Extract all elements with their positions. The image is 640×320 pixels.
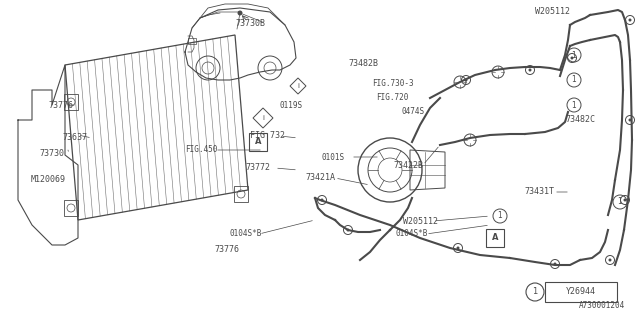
Text: 73421A: 73421A — [305, 173, 335, 182]
Text: FIG.732: FIG.732 — [250, 132, 285, 140]
Text: 73776: 73776 — [214, 245, 239, 254]
Circle shape — [570, 57, 573, 60]
Text: 1: 1 — [572, 100, 577, 109]
Circle shape — [628, 19, 632, 21]
Circle shape — [623, 198, 627, 202]
Text: Y26944: Y26944 — [566, 287, 596, 297]
Text: i: i — [297, 83, 299, 89]
Bar — [64, 200, 78, 216]
Text: 1: 1 — [572, 76, 577, 84]
Text: 1: 1 — [618, 197, 622, 206]
Text: 73730B: 73730B — [235, 19, 265, 28]
Text: 73772: 73772 — [245, 164, 270, 172]
Text: 0119S: 0119S — [279, 100, 302, 109]
Text: 0104S*B: 0104S*B — [229, 229, 261, 238]
Text: 0104S*B: 0104S*B — [396, 229, 428, 238]
Text: FIG.450: FIG.450 — [185, 146, 218, 155]
Text: 73730: 73730 — [39, 149, 64, 158]
Circle shape — [321, 198, 323, 202]
Circle shape — [554, 262, 557, 266]
Text: 0474S: 0474S — [402, 108, 425, 116]
Text: A730001204: A730001204 — [579, 301, 625, 310]
Circle shape — [346, 228, 349, 231]
Circle shape — [456, 246, 460, 250]
Text: 73422B: 73422B — [393, 161, 423, 170]
Text: FIG.730-3: FIG.730-3 — [372, 79, 413, 89]
Text: 73482C: 73482C — [565, 116, 595, 124]
Text: 1: 1 — [498, 212, 502, 220]
Text: 0101S: 0101S — [321, 153, 344, 162]
Text: A: A — [492, 234, 499, 243]
Text: 1: 1 — [532, 287, 538, 297]
Text: W205112: W205112 — [403, 217, 438, 226]
Text: 73637: 73637 — [62, 133, 87, 142]
Circle shape — [628, 118, 632, 122]
Text: A: A — [255, 138, 261, 147]
Circle shape — [609, 259, 611, 261]
Text: W205112: W205112 — [535, 7, 570, 17]
Circle shape — [237, 11, 243, 15]
Circle shape — [529, 68, 531, 71]
Circle shape — [465, 78, 467, 82]
Text: i: i — [262, 115, 264, 121]
Bar — [234, 186, 248, 202]
Text: 73431T: 73431T — [524, 188, 554, 196]
Text: M120069: M120069 — [31, 175, 66, 185]
Text: 73776: 73776 — [48, 100, 73, 109]
Bar — [64, 94, 78, 110]
Bar — [188, 38, 196, 44]
Text: 73482B: 73482B — [348, 60, 378, 68]
Text: 1: 1 — [572, 51, 577, 60]
Text: FIG.720: FIG.720 — [376, 92, 408, 101]
